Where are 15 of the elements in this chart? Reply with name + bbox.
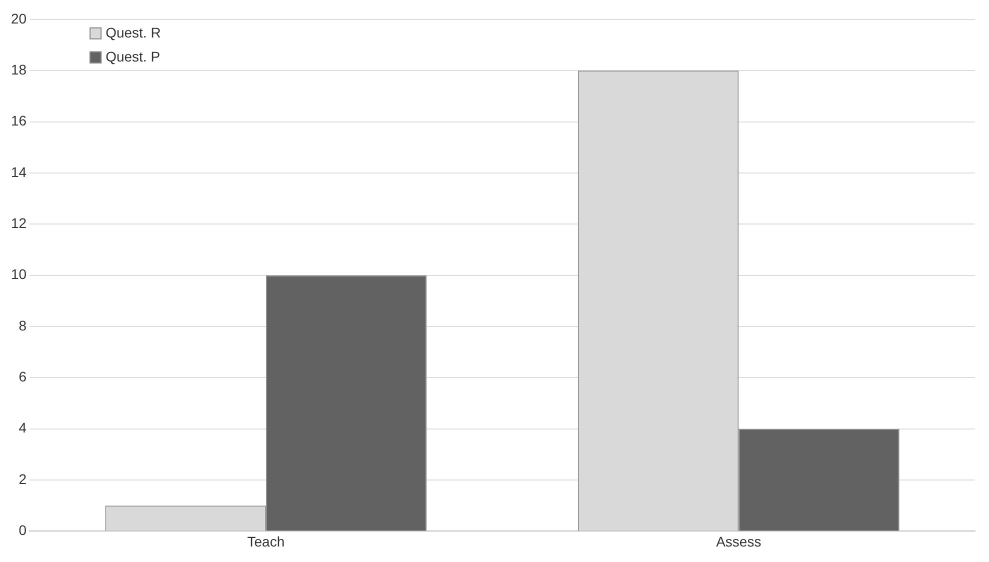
y-tick-label: 14 bbox=[10, 164, 27, 180]
legend-label: Quest. P bbox=[106, 48, 160, 64]
y-tick-label: 2 bbox=[18, 470, 27, 487]
y-tick-label: 10 bbox=[10, 266, 27, 282]
y-tick-label: 20 bbox=[10, 10, 27, 26]
x-tick-label: Assess bbox=[716, 533, 762, 550]
y-tick-label: 6 bbox=[18, 368, 27, 385]
y-tick-label: 12 bbox=[10, 214, 27, 231]
y-tick-label: 8 bbox=[18, 317, 27, 334]
x-tick-label: Teach bbox=[247, 533, 285, 550]
y-tick-label: 18 bbox=[10, 61, 27, 78]
y-tick-label: 16 bbox=[10, 112, 27, 129]
y-tick-label: 0 bbox=[18, 522, 27, 538]
legend-label: Quest. R bbox=[106, 24, 161, 40]
y-tick-label: 4 bbox=[18, 420, 27, 436]
